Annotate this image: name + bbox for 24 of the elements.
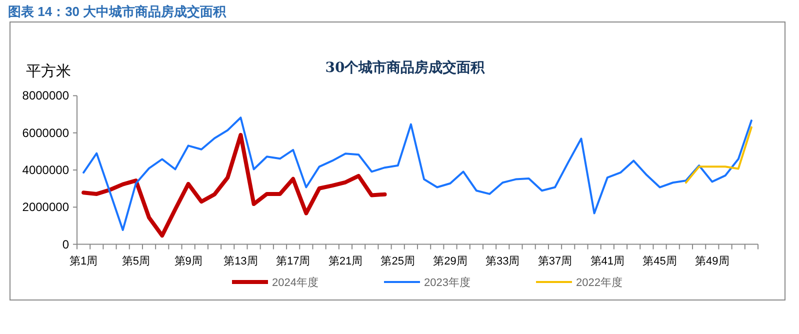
y-tick-label: 0 <box>62 237 70 252</box>
x-tick-label: 第49周 <box>695 255 730 268</box>
x-tick-label: 第29周 <box>433 255 468 268</box>
subtitle: 30个城市商品房成交面积 <box>325 60 485 76</box>
x-tick-label: 第45周 <box>642 255 677 268</box>
ylabel: 平方米 <box>26 63 71 80</box>
x-tick-label: 第33周 <box>486 255 520 268</box>
title: 图表 14：30 大中城市商品房成交面积 <box>8 4 226 19</box>
legend-label: 2024年度 <box>272 276 318 289</box>
x-tick-label: 第41周 <box>590 255 625 268</box>
y-tick-label: 8000000 <box>22 88 70 103</box>
y-tick-label: 6000000 <box>22 126 70 140</box>
x-tick-label: 第13周 <box>224 255 258 268</box>
x-tick-label: 第21周 <box>328 255 363 268</box>
y-tick-label: 4000000 <box>22 163 70 177</box>
x-tick-label: 第17周 <box>276 255 310 268</box>
x-tick-label: 第37周 <box>538 255 572 268</box>
x-tick-label: 第5周 <box>122 255 150 268</box>
x-tick-label: 第1周 <box>69 255 98 268</box>
legend-label: 2023年度 <box>424 276 470 289</box>
y-tick-label: 2000000 <box>22 200 70 214</box>
x-tick-label: 第25周 <box>380 255 415 268</box>
legend-label: 2022年度 <box>576 276 622 289</box>
x-tick-label: 第9周 <box>174 255 202 268</box>
